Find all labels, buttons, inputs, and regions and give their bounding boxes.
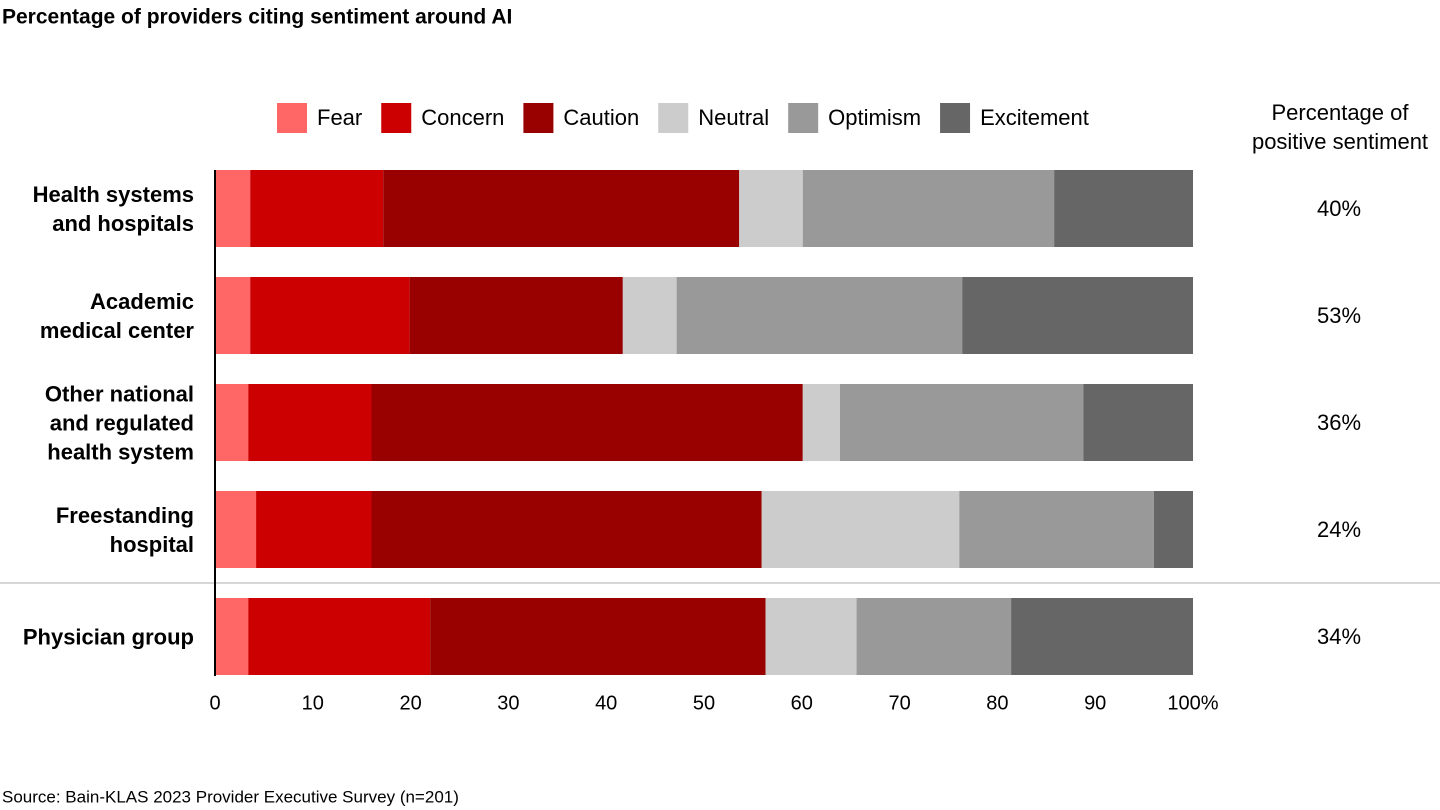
positive-sentiment-title: Percentage of positive sentiment <box>1251 100 1429 154</box>
bar-segment <box>839 384 1084 461</box>
bar-segment <box>383 170 740 247</box>
bar-segment <box>215 384 249 461</box>
x-tick-label: 70 <box>888 692 910 714</box>
bar-segment <box>371 384 803 461</box>
x-tick-label: 30 <box>497 692 519 714</box>
legend-label: Caution <box>563 105 639 130</box>
positive-sentiment-value: 24% <box>1316 516 1362 542</box>
bar-segment <box>856 598 1012 675</box>
bar-segment <box>1054 170 1193 247</box>
y-category-label: Academic medical center <box>39 288 194 343</box>
bar-segment <box>1011 598 1193 675</box>
x-tick-label: 100% <box>1167 692 1218 714</box>
bar-segment <box>676 277 963 354</box>
legend-swatch <box>523 103 554 133</box>
y-category-label: Health systems and hospitals <box>32 181 194 236</box>
y-category-label: Physician group <box>22 624 194 649</box>
y-category-label: Freestanding hospital <box>55 502 194 557</box>
x-tick-label: 10 <box>302 692 324 714</box>
x-tick-label: 80 <box>986 692 1008 714</box>
legend-label: Optimism <box>828 105 921 130</box>
bar-segment <box>215 170 251 247</box>
bar-segment <box>1153 491 1193 568</box>
legend-swatch <box>658 103 689 133</box>
bar-segment <box>215 491 257 568</box>
y-category-label: Other national and regulated health syst… <box>44 381 194 464</box>
x-tick-label: 40 <box>595 692 617 714</box>
positive-sentiment-value: 40% <box>1316 195 1362 221</box>
x-tick-label: 90 <box>1084 692 1106 714</box>
chart-title: Percentage of providers citing sentiment… <box>2 6 512 29</box>
bar-segment <box>1083 384 1193 461</box>
bar-segment <box>215 598 249 675</box>
legend-label: Excitement <box>980 105 1089 130</box>
legend-label: Fear <box>317 105 362 130</box>
legend-label: Neutral <box>698 105 769 130</box>
bar-segment <box>959 491 1154 568</box>
legend-swatch <box>788 103 819 133</box>
bar-segment <box>250 170 384 247</box>
bar-segment <box>250 277 410 354</box>
bar-segment <box>739 170 803 247</box>
bar-segment <box>430 598 766 675</box>
bar-segment <box>256 491 372 568</box>
bar-segment <box>962 277 1193 354</box>
x-tick-label: 50 <box>693 692 715 714</box>
bar-segment <box>761 491 960 568</box>
x-tick-label: 20 <box>399 692 421 714</box>
bar-segment <box>802 384 840 461</box>
bar-segment <box>622 277 677 354</box>
positive-sentiment-value: 34% <box>1316 623 1362 649</box>
bar-segment <box>765 598 857 675</box>
positive-sentiment-value: 36% <box>1316 409 1362 435</box>
x-tick-label: 0 <box>209 692 220 714</box>
legend-swatch <box>381 103 412 133</box>
bar-segment <box>409 277 623 354</box>
source-note: Source: Bain-KLAS 2023 Provider Executiv… <box>2 787 459 806</box>
bar-segment <box>248 598 431 675</box>
legend-label: Concern <box>421 105 504 130</box>
legend-swatch <box>940 103 971 133</box>
bar-segment <box>248 384 372 461</box>
bar-segment <box>802 170 1055 247</box>
positive-sentiment-value: 53% <box>1316 302 1362 328</box>
bar-segment <box>371 491 762 568</box>
x-tick-label: 60 <box>791 692 813 714</box>
legend-swatch <box>277 103 307 133</box>
bar-segment <box>215 277 251 354</box>
